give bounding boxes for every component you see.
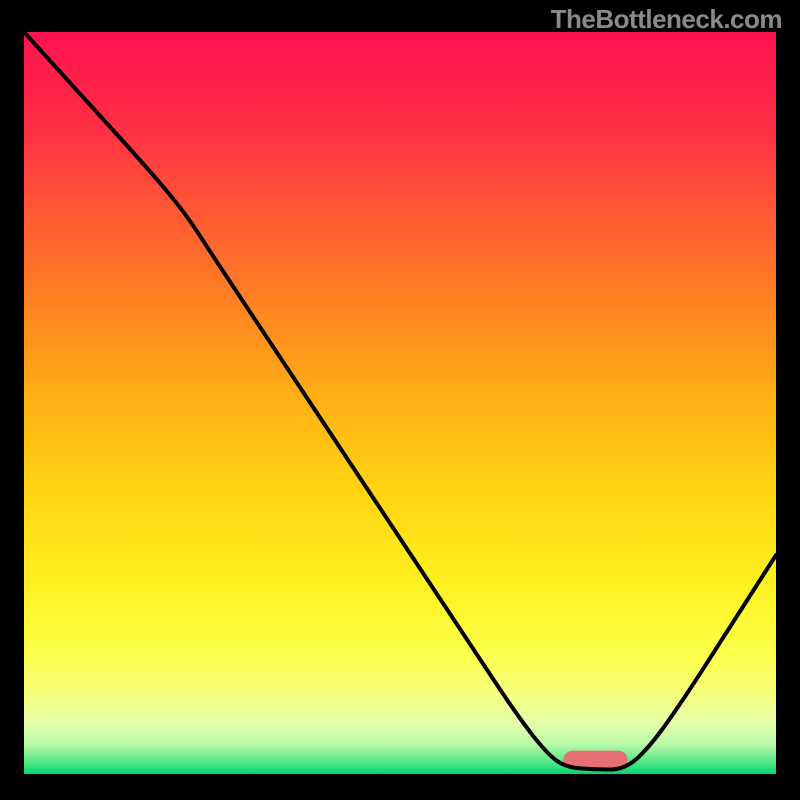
chart-curve-line xyxy=(24,32,776,770)
chart-overlay xyxy=(24,32,776,774)
chart-plot-area xyxy=(24,32,776,774)
watermark-text: TheBottleneck.com xyxy=(551,4,782,35)
